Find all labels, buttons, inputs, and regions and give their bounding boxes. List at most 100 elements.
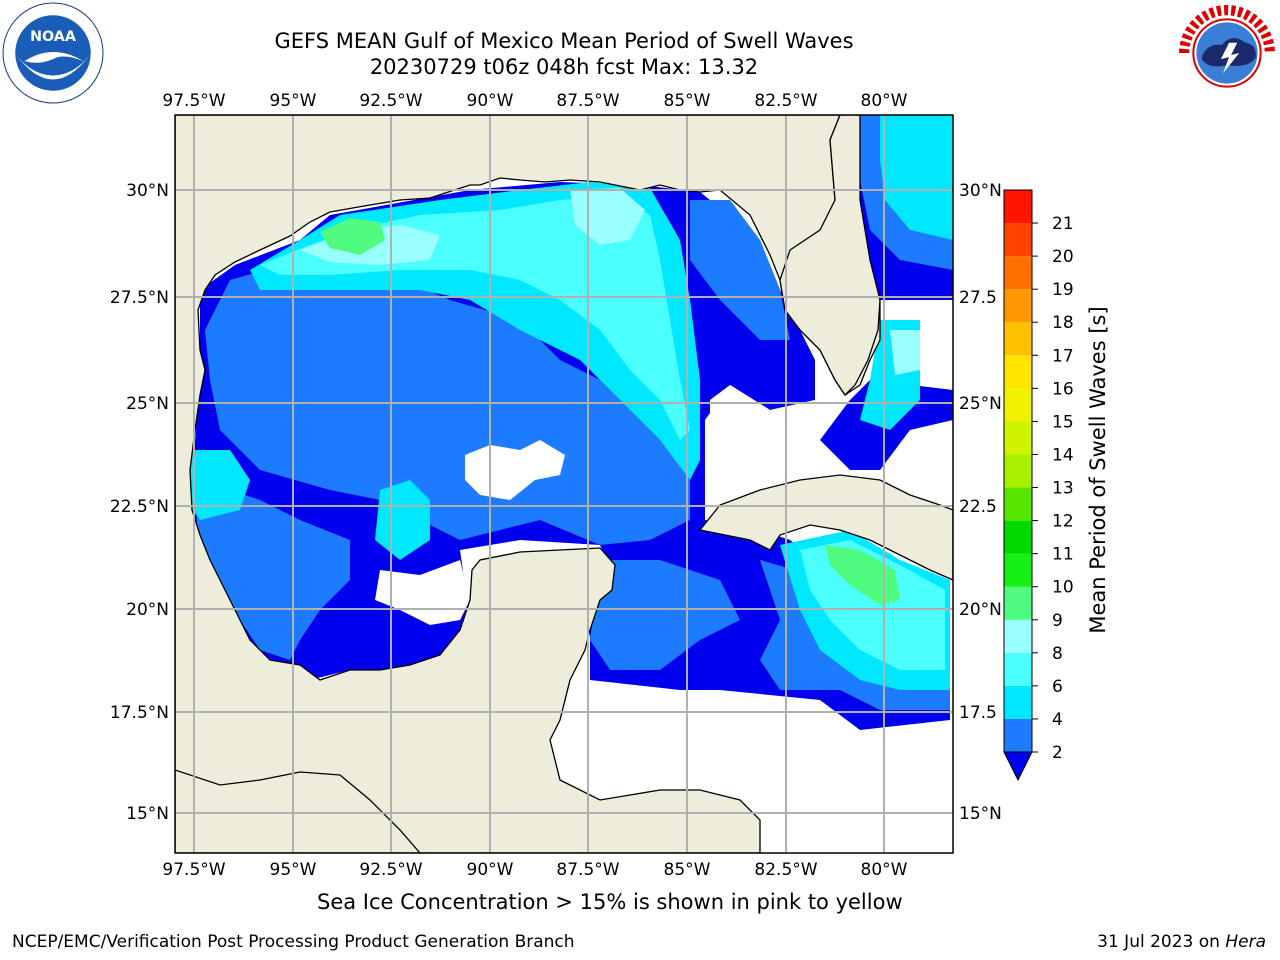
colorbar-tick-label: 4: [1052, 710, 1063, 730]
colorbar-segment: [1004, 388, 1032, 422]
lon-label-bottom: 92.5°W: [359, 860, 422, 880]
lat-label-left: 17.5°N: [110, 703, 169, 723]
colorbar-segment: [1004, 685, 1032, 719]
map-title: GEFS MEAN Gulf of Mexico Mean Period of …: [274, 29, 854, 53]
lon-label-top: 90°W: [467, 91, 514, 111]
swell-field-palecyan-straits: [890, 330, 920, 375]
swell-field-cyan-northeast: [880, 115, 953, 240]
colorbar: 2 4 6 8 9 10 11 12 13 14 15 16 17 18 19 20 21: [1003, 189, 1074, 782]
swell-field-green-north: [320, 218, 385, 255]
map-panel: [175, 115, 953, 853]
colorbar-segment: [1004, 520, 1032, 554]
swell-field-cyan-blob2: [185, 450, 250, 520]
lat-label-left: 30°N: [126, 181, 169, 201]
colorbar-segment: [1004, 190, 1032, 224]
colorbar-tick-label: 20: [1052, 247, 1074, 267]
colorbar-tick-label: 21: [1052, 214, 1074, 234]
colorbar-tick-label: 14: [1052, 445, 1074, 465]
lat-labels-right: 30°N 27.5 25°N 22.5 20°N 17.5 15°N: [959, 181, 1002, 824]
lat-label-left: 20°N: [126, 600, 169, 620]
lon-label-bottom: 97.5°W: [162, 860, 225, 880]
lat-label-right: 17.5: [959, 703, 997, 723]
lon-label-top: 87.5°W: [556, 91, 619, 111]
lon-label-bottom: 87.5°W: [556, 860, 619, 880]
colorbar-tick-label: 15: [1052, 412, 1074, 432]
nws-logo: [1177, 3, 1277, 103]
map-frame: [174, 114, 954, 854]
colorbar-extend: [1003, 751, 1033, 782]
colorbar-segment: [1004, 487, 1032, 521]
lon-label-top: 92.5°W: [359, 91, 422, 111]
colorbar-tick-label: 11: [1052, 545, 1074, 565]
lon-label-top: 85°W: [664, 91, 711, 111]
colorbar-tick-label: 19: [1052, 280, 1074, 300]
colorbar-tick-label: 17: [1052, 346, 1074, 366]
lon-label-top: 97.5°W: [162, 91, 225, 111]
colorbar-segment: [1004, 553, 1032, 587]
lon-label-bottom: 80°W: [861, 860, 908, 880]
colorbar-tick-label: 10: [1052, 578, 1074, 598]
lon-label-bottom: 85°W: [664, 860, 711, 880]
footer-machine: Hera: [1225, 932, 1266, 952]
lat-label-right: 27.5: [959, 288, 997, 308]
lon-label-top: 80°W: [861, 91, 908, 111]
colorbar-segment: [1004, 586, 1032, 620]
colorbar-tick-label: 16: [1052, 379, 1074, 399]
colorbar-tick-label: 2: [1052, 743, 1063, 763]
colorbar-segment: [1004, 718, 1032, 752]
noaa-logo: NOAA: [2, 2, 104, 104]
colorbar-segment: [1004, 355, 1032, 389]
lat-label-right: 22.5: [959, 497, 997, 517]
colorbar-tick-label: 9: [1052, 611, 1063, 631]
colorbar-tick-label: 6: [1052, 677, 1063, 697]
nodata-patch-2: [710, 385, 830, 490]
lat-label-right: 30°N: [959, 181, 1002, 201]
colorbar-tick-label: 12: [1052, 512, 1074, 532]
lat-label-right: 20°N: [959, 600, 1002, 620]
colorbar-segment: [1004, 289, 1032, 323]
lon-label-bottom: 82.5°W: [754, 860, 817, 880]
colorbar-tick-label: 13: [1052, 479, 1074, 499]
land-florida: [779, 115, 881, 397]
lat-label-left: 25°N: [126, 394, 169, 414]
swell-field-green-caribbean: [825, 545, 900, 605]
colorbar-frame: [1003, 189, 1033, 753]
lon-label-bottom: 95°W: [270, 860, 317, 880]
lat-label-left: 27.5°N: [110, 288, 169, 308]
lon-label-top: 82.5°W: [754, 91, 817, 111]
colorbar-segment: [1004, 256, 1032, 290]
colorbar-segment: [1004, 454, 1032, 488]
colorbar-segment: [1004, 421, 1032, 455]
noaa-logo-text: NOAA: [30, 29, 76, 45]
lat-label-right: 25°N: [959, 394, 1002, 414]
swell-field-blue-southwest: [195, 480, 350, 660]
colorbar-segment: [1004, 652, 1032, 686]
lat-label-left: 22.5°N: [110, 497, 169, 517]
coast-pacific: [175, 769, 421, 853]
swell-field-lightcyan-south: [800, 540, 945, 670]
lon-label-top: 95°W: [270, 91, 317, 111]
lon-labels-top: 97.5°W 95°W 92.5°W 90°W 87.5°W 85°W 82.5…: [162, 91, 907, 111]
colorbar-tick-label: 18: [1052, 313, 1074, 333]
sea-ice-note: Sea Ice Concentration > 15% is shown in …: [317, 890, 903, 914]
lat-label-left: 15°N: [126, 804, 169, 824]
lat-labels-left: 30°N 27.5°N 25°N 22.5°N 20°N 17.5°N 15°N: [110, 181, 169, 824]
swell-field-cyan-blob1: [375, 480, 430, 560]
colorbar-label: Mean Period of Swell Waves [s]: [1086, 306, 1110, 633]
colorbar-tick-label: 8: [1052, 644, 1063, 664]
lon-label-bottom: 90°W: [467, 860, 514, 880]
swell-field-blue-caribbean: [590, 560, 740, 670]
colorbar-segment: [1004, 223, 1032, 257]
land-cuba: [698, 474, 953, 581]
footer-credit: NCEP/EMC/Verification Post Processing Pr…: [12, 932, 575, 952]
footer-date: 31 Jul 2023 on Hera: [1097, 932, 1266, 952]
footer-date-text: 31 Jul 2023 on: [1097, 932, 1226, 952]
lat-label-right: 15°N: [959, 804, 1002, 824]
lon-labels-bottom: 97.5°W 95°W 92.5°W 90°W 87.5°W 85°W 82.5…: [162, 860, 907, 880]
graticule: [175, 115, 953, 853]
map-subtitle: 20230729 t06z 048h fcst Max: 13.32: [369, 55, 759, 79]
colorbar-segment: [1004, 322, 1032, 356]
swell-field-blue-east: [690, 200, 790, 340]
colorbar-segment: [1004, 619, 1032, 653]
